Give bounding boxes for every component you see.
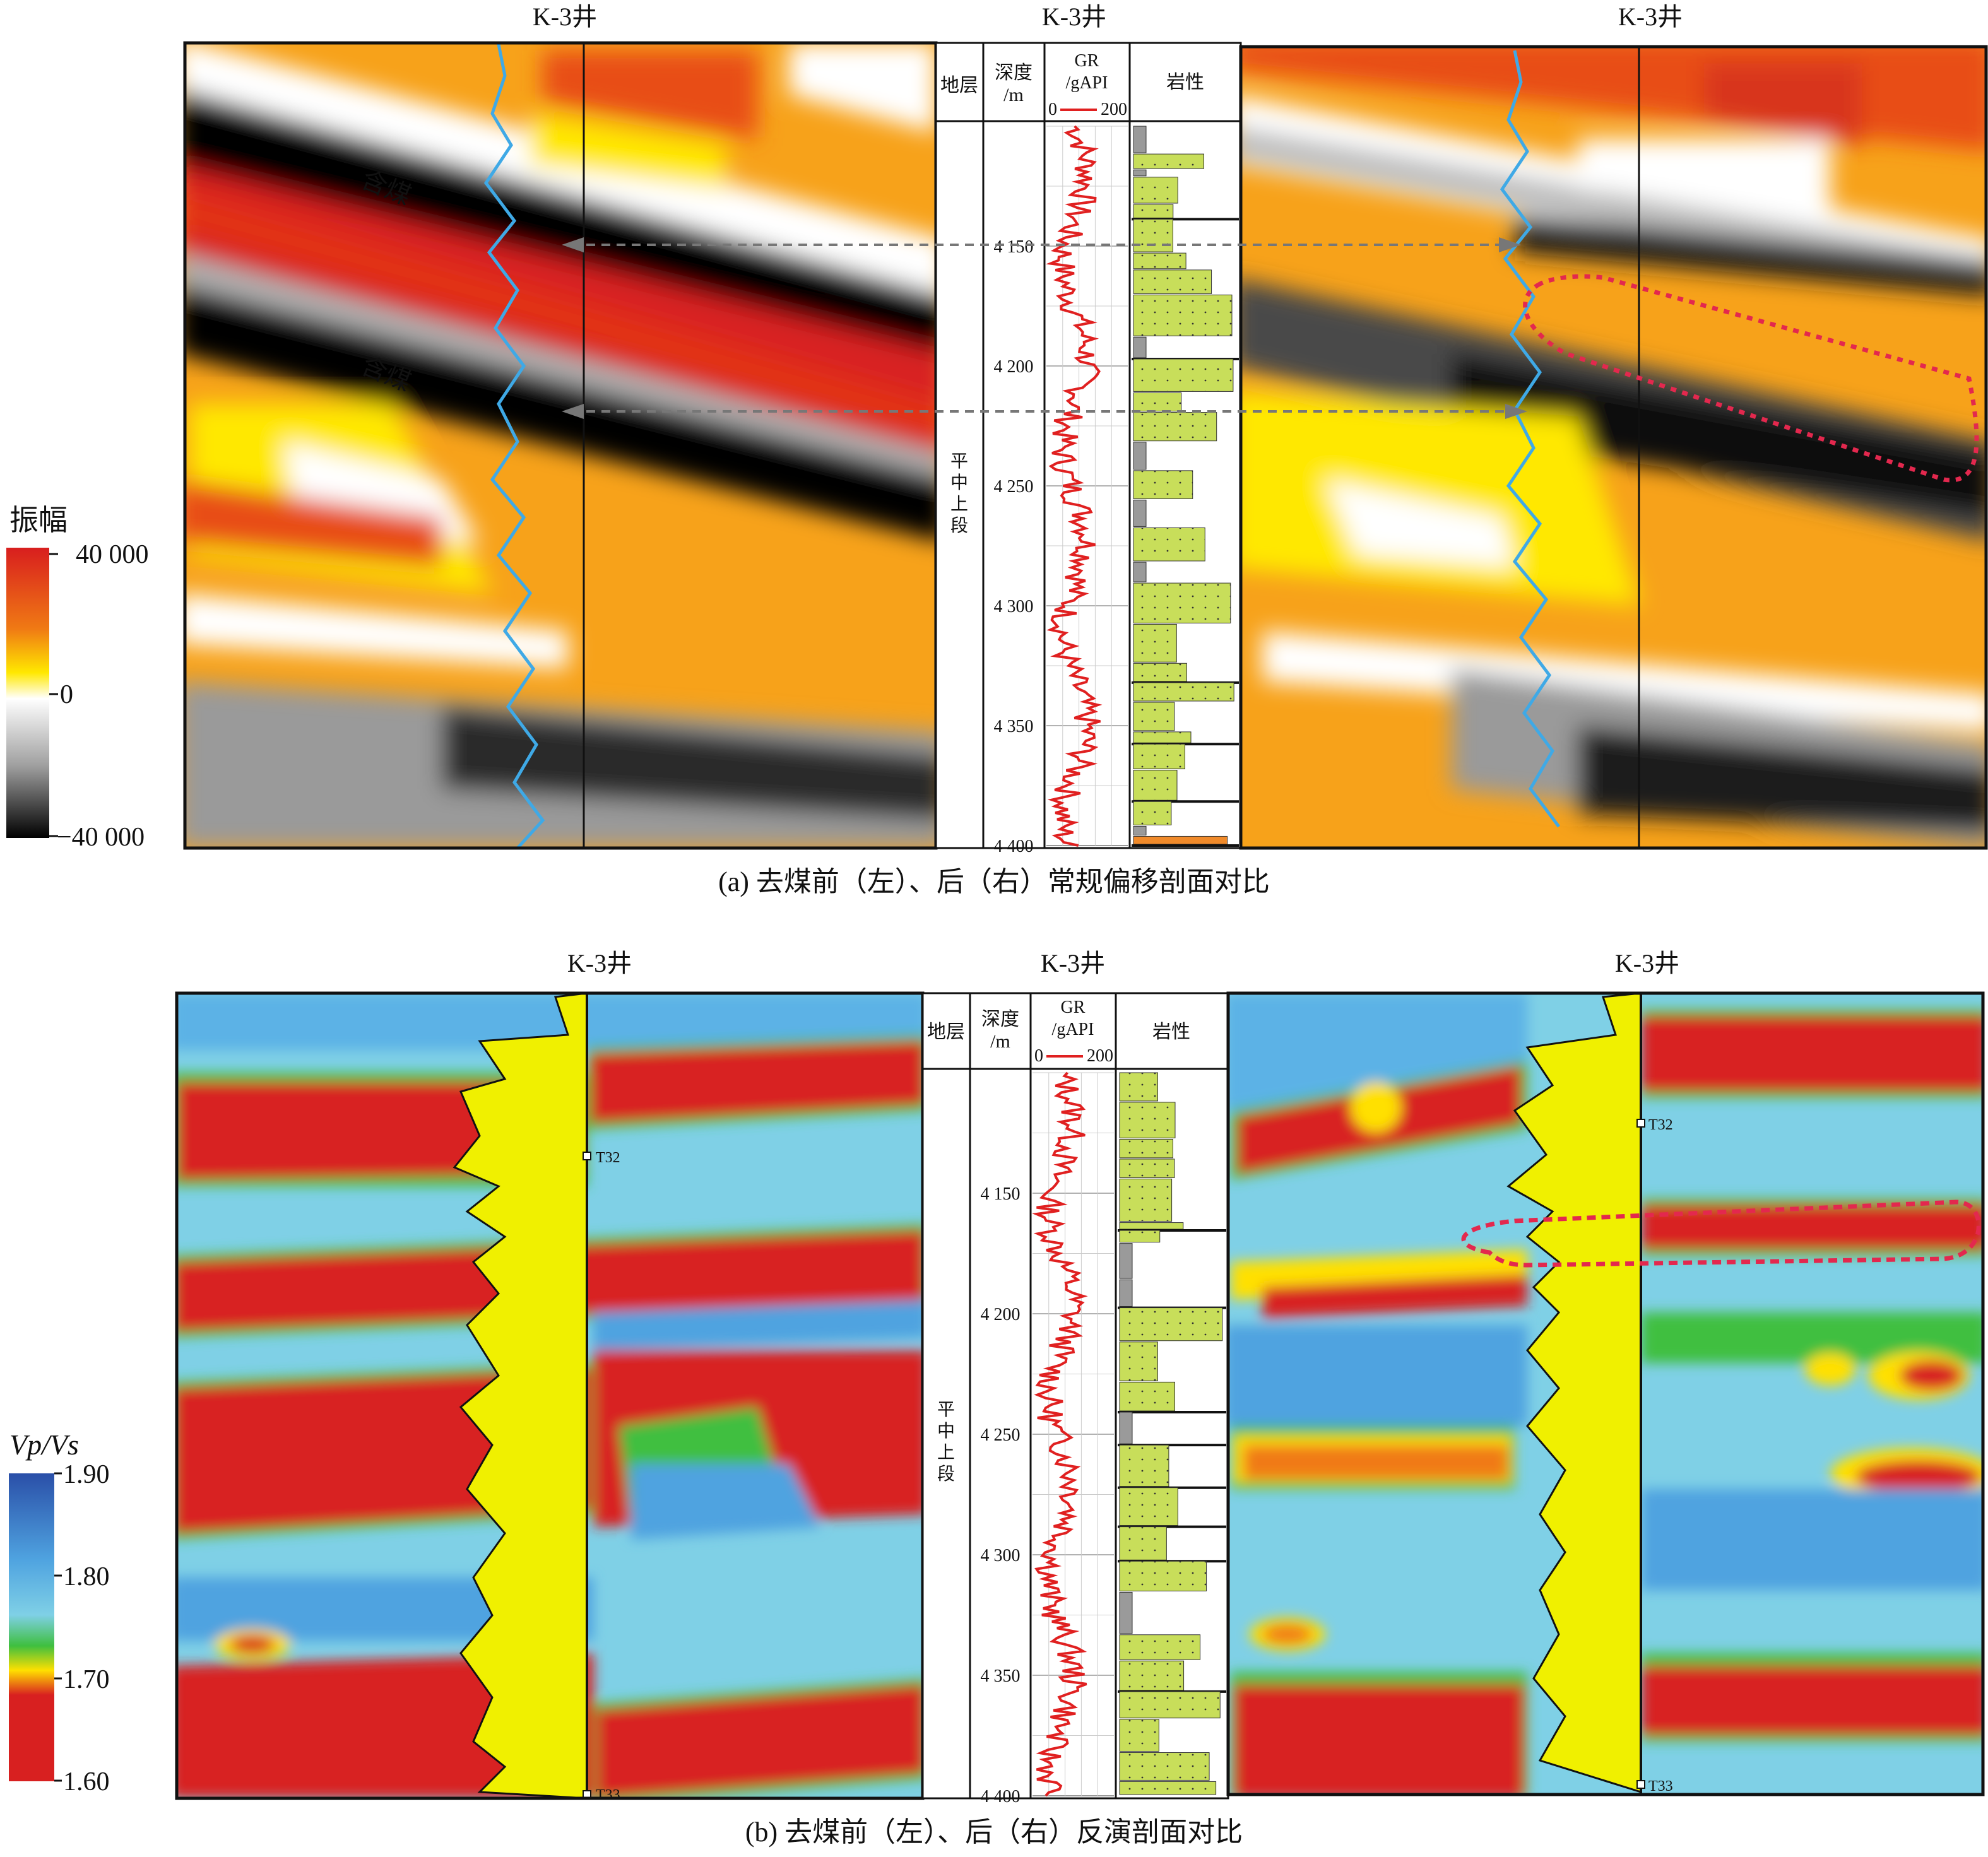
- gr-log-curve-before: [483, 44, 545, 848]
- vpvs-colorbar-title: Vp/Vs: [9, 1429, 79, 1461]
- gr-log-curve-after: [1500, 50, 1560, 828]
- panel-a-well-label-center: K-3井: [1042, 3, 1106, 31]
- header-lith-b: 岩性: [1152, 1022, 1190, 1042]
- panel-a: K-3井 K-3井 K-3井: [6, 3, 1988, 897]
- strata-char-b-3: 段: [937, 1464, 955, 1484]
- depth-axis-a: 4 150 4 200 4 250 4 300 4 350 4 400: [994, 237, 1034, 856]
- header-depth-unit-a: /m: [1003, 85, 1024, 105]
- highlight-outline-b: [1461, 1200, 1981, 1268]
- amplitude-colorbar-title: 振幅: [9, 504, 68, 536]
- strata-char-a-3: 段: [950, 516, 968, 536]
- horizon-t32-left: T32: [596, 1150, 620, 1166]
- header-gr-max-b: 200: [1087, 1046, 1113, 1066]
- vpvs-tick-170: 1.70: [63, 1665, 110, 1694]
- tie-arrows-a: [562, 237, 1527, 419]
- panel-b: K-3井 K-3井 K-3井: [9, 949, 1985, 1848]
- caption-b: (b) 去煤前（左）、后（右）反演剖面对比: [745, 1817, 1243, 1848]
- horizon-t33-left: T33: [596, 1787, 620, 1803]
- strata-char-a-2: 上: [950, 495, 968, 514]
- header-gr-unit-b: /gAPI: [1052, 1020, 1094, 1039]
- header-depth-a: 深度: [995, 62, 1032, 83]
- depth-tick-b-0: 4 150: [981, 1184, 1021, 1204]
- depth-axis-b: 4 150 4 200 4 250 4 300 4 350 4 400: [981, 1184, 1021, 1807]
- log-fill-before: [453, 993, 588, 1798]
- header-strata-a: 地层: [940, 75, 978, 96]
- depth-tick-a-4: 4 350: [994, 717, 1034, 736]
- amplitude-colorbar: 振幅 40 000 0 −40 000: [6, 504, 149, 852]
- vpvs-tick-190: 1.90: [63, 1460, 110, 1489]
- vpvs-colorbar: Vp/Vs 1.90 1.80 1.70 1.60: [9, 1429, 110, 1796]
- depth-tick-b-1: 4 200: [981, 1305, 1021, 1324]
- strata-char-b-2: 上: [937, 1443, 955, 1463]
- amplitude-tick-max: 40 000: [76, 540, 149, 569]
- gr-grid-a: [1046, 126, 1128, 846]
- header-depth-unit-b: /m: [990, 1031, 1010, 1052]
- highlight-outline-a: [1523, 274, 1979, 483]
- lithology-column-a: [1132, 126, 1239, 847]
- header-gr-unit-a: /gAPI: [1066, 73, 1108, 93]
- gr-curve-b: [1032, 1071, 1088, 1797]
- depth-tick-a-5: 4 400: [994, 837, 1034, 856]
- header-gr-max-a: 200: [1101, 100, 1127, 119]
- depth-tick-a-1: 4 200: [994, 357, 1034, 377]
- panel-b-well-label-right: K-3井: [1615, 949, 1679, 977]
- strata-char-b-0: 平: [937, 1400, 955, 1420]
- seismic-section-before: 含煤 含煤: [185, 43, 936, 848]
- vpvs-tick-180: 1.80: [63, 1562, 110, 1591]
- depth-tick-b-2: 4 250: [981, 1425, 1021, 1445]
- depth-tick-a-2: 4 250: [994, 477, 1034, 497]
- header-gr-min-b: 0: [1034, 1046, 1043, 1066]
- depth-tick-b-4: 4 350: [981, 1666, 1021, 1686]
- header-strata-b: 地层: [927, 1022, 965, 1042]
- depth-tick-b-5: 4 400: [981, 1787, 1021, 1807]
- panel-a-well-label-right: K-3井: [1618, 3, 1683, 31]
- depth-tick-a-0: 4 150: [994, 237, 1034, 257]
- header-lith-a: 岩性: [1166, 72, 1204, 93]
- depth-tick-a-3: 4 300: [994, 597, 1034, 616]
- panel-b-well-label-left: K-3井: [567, 949, 632, 977]
- lithology-column-b: [1118, 1072, 1226, 1795]
- horizon-t33-right: T33: [1648, 1778, 1673, 1795]
- vpvs-tick-160: 1.60: [63, 1767, 110, 1796]
- strata-char-b-1: 中: [937, 1421, 955, 1441]
- amplitude-tick-min: −40 000: [57, 823, 145, 852]
- strata-char-a-0: 平: [950, 452, 968, 471]
- header-gr-min-a: 0: [1048, 100, 1057, 119]
- header-gr-a: GR: [1075, 51, 1099, 71]
- seismic-section-after: [1241, 47, 1986, 848]
- horizon-t32-right: T32: [1648, 1117, 1673, 1133]
- strata-char-a-1: 中: [950, 473, 968, 493]
- amplitude-tick-zero: 0: [60, 680, 73, 709]
- header-gr-b: GR: [1061, 998, 1086, 1017]
- panel-b-well-label-center: K-3井: [1041, 949, 1105, 977]
- panel-a-well-label-left: K-3井: [533, 3, 597, 31]
- inversion-section-after: T32 T33: [1228, 993, 1983, 1795]
- inversion-section-before: T32 T33: [177, 993, 923, 1803]
- header-depth-b: 深度: [981, 1009, 1019, 1030]
- caption-a: (a) 去煤前（左）、后（右）常规偏移剖面对比: [718, 866, 1270, 897]
- log-fill-after: [1506, 993, 1642, 1794]
- depth-tick-b-3: 4 300: [981, 1546, 1021, 1565]
